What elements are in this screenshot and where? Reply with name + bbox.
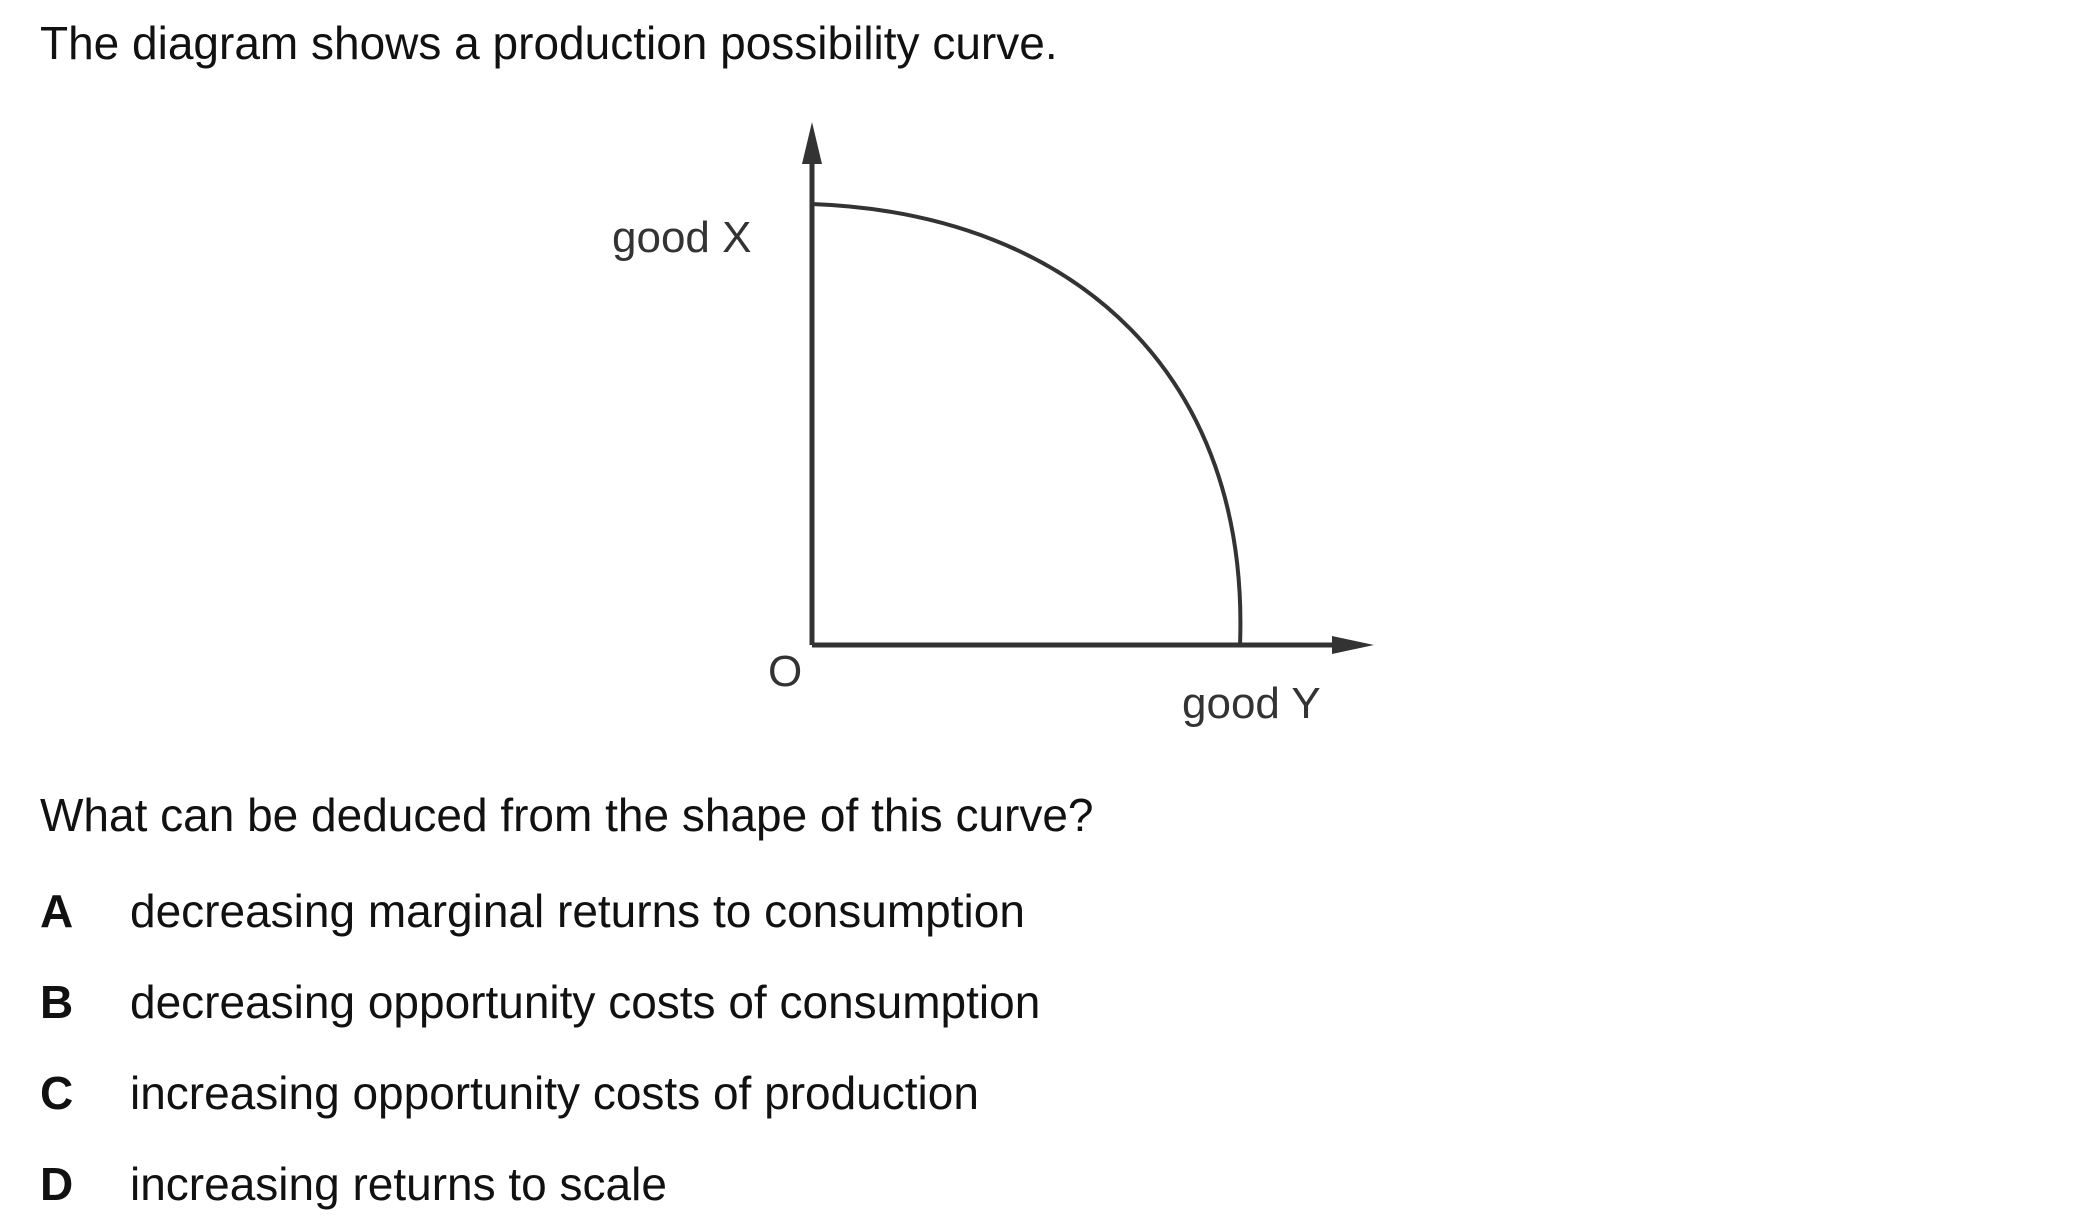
x-axis-label: good Y <box>1182 679 1321 728</box>
option-d-text: increasing returns to scale <box>130 1158 667 1210</box>
option-a-text: decreasing marginal returns to consumpti… <box>130 885 1025 937</box>
option-b-letter: B <box>40 976 74 1028</box>
y-axis-arrowhead <box>802 122 822 164</box>
y-axis-label: good X <box>612 213 751 262</box>
x-axis-arrowhead <box>1332 636 1374 654</box>
option-b-text: decreasing opportunity costs of consumpt… <box>130 976 1041 1028</box>
option-c-letter: C <box>40 1067 74 1119</box>
question-text: What can be deduced from the shape of th… <box>40 789 1094 841</box>
origin-label: O <box>768 647 802 696</box>
intro-text: The diagram shows a production possibili… <box>40 17 1058 69</box>
option-c-text: increasing opportunity costs of producti… <box>130 1067 979 1119</box>
option-a-letter: A <box>40 885 74 937</box>
ppc-diagram: good X O good Y <box>612 122 1374 728</box>
option-d-letter: D <box>40 1158 74 1210</box>
ppc-curve <box>811 202 1243 646</box>
